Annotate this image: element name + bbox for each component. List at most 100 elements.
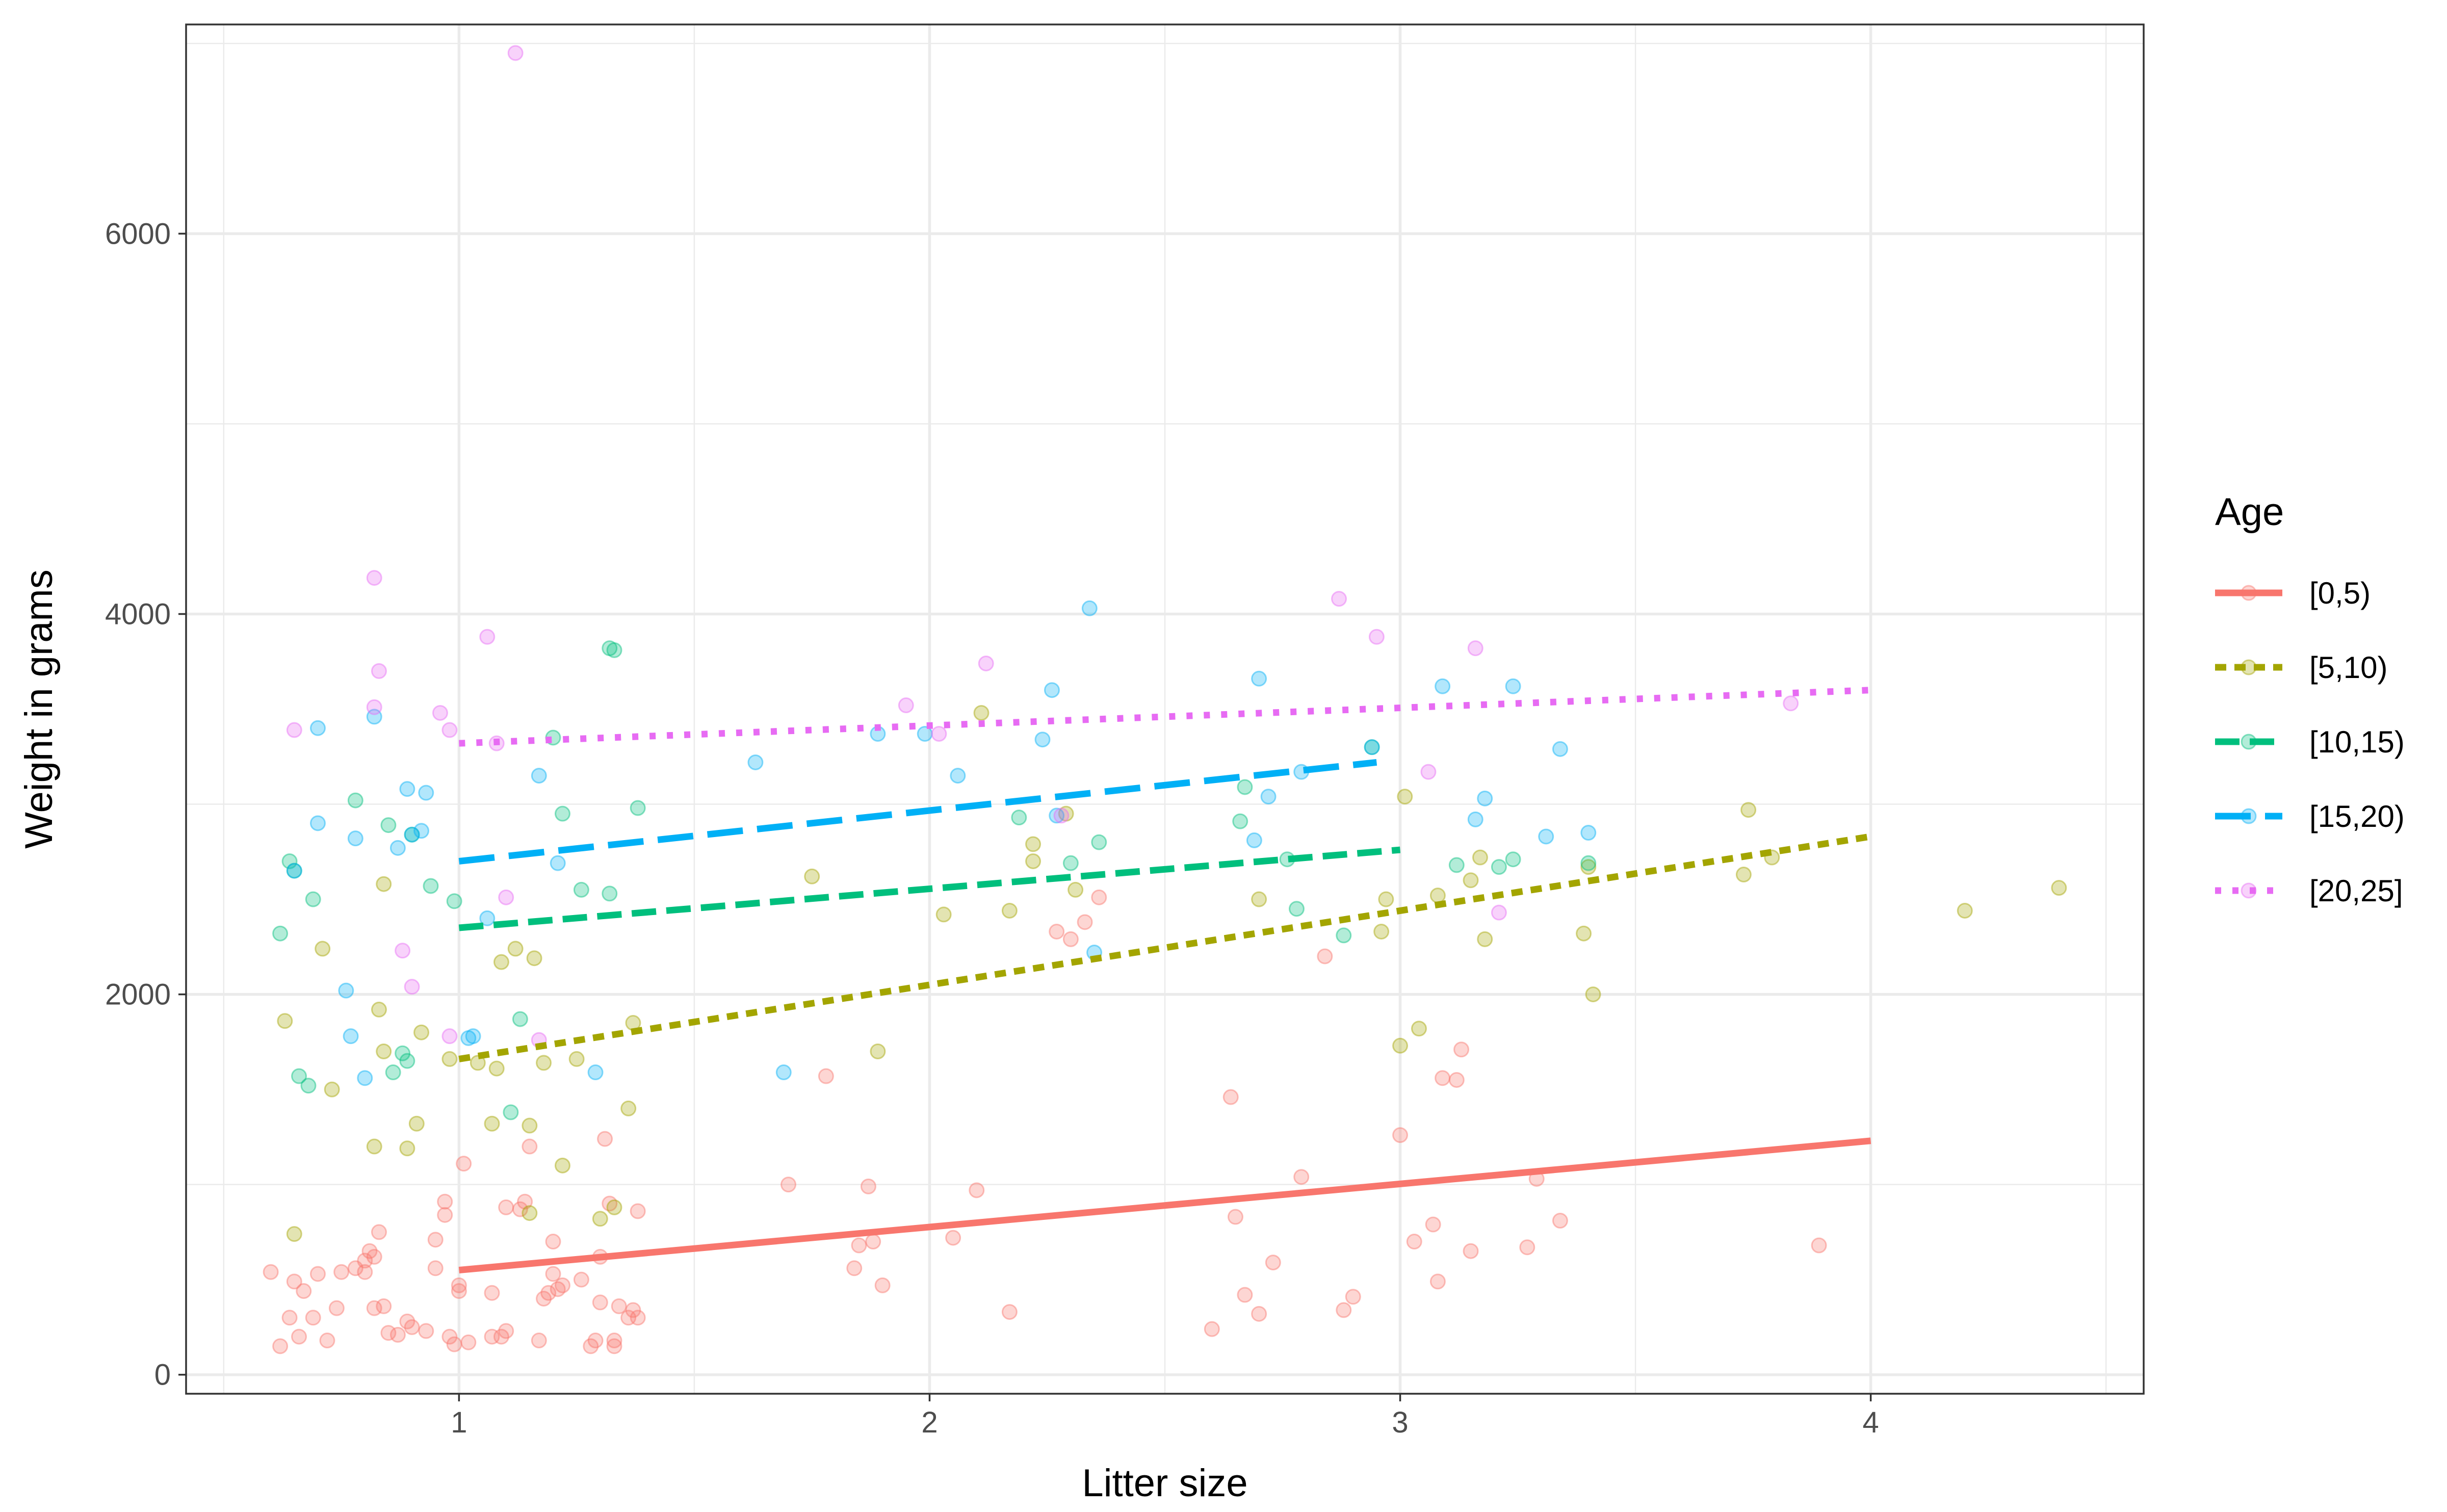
legend: Age [0,5) [5,10) [10,15) [15,20) [20,25]	[2215, 490, 2405, 908]
data-point	[606, 1199, 622, 1215]
data-point	[366, 1248, 382, 1265]
legend-key	[2215, 734, 2282, 750]
data-point	[479, 629, 496, 645]
data-point	[1519, 1239, 1535, 1256]
data-point	[531, 768, 547, 784]
data-point	[507, 941, 524, 957]
data-point	[630, 1203, 646, 1219]
data-point	[309, 720, 326, 736]
data-point	[554, 805, 570, 822]
data-point	[550, 855, 566, 871]
data-point	[1246, 832, 1262, 848]
data-point	[973, 705, 990, 721]
x-tick-label: 3	[1392, 1406, 1408, 1439]
data-point	[484, 1285, 500, 1301]
data-point	[522, 1138, 538, 1155]
data-point	[371, 663, 387, 679]
data-point	[441, 1051, 458, 1067]
data-point	[1001, 1304, 1018, 1320]
data-point	[1448, 857, 1465, 873]
data-point	[272, 1338, 289, 1354]
data-point	[366, 709, 382, 725]
data-point	[493, 1328, 509, 1345]
data-point	[587, 1333, 604, 1349]
data-point	[1392, 1037, 1409, 1054]
data-point	[441, 1028, 458, 1045]
data-point	[1576, 925, 1592, 942]
data-point	[536, 1055, 552, 1071]
data-point	[286, 863, 302, 879]
data-point	[775, 1064, 792, 1081]
data-point	[554, 1157, 570, 1174]
data-point	[1336, 927, 1352, 944]
data-point	[286, 1273, 302, 1290]
data-point	[1025, 853, 1042, 869]
data-point	[432, 705, 448, 721]
data-point	[804, 868, 820, 884]
legend-title: Age	[2215, 490, 2284, 534]
legend-point	[2241, 585, 2257, 601]
data-point	[357, 1070, 373, 1086]
data-point	[389, 1326, 406, 1343]
data-point	[620, 1100, 637, 1116]
data-point	[1317, 948, 1333, 964]
data-point	[404, 826, 420, 843]
major-gridlines	[186, 24, 2144, 1394]
data-point	[1552, 1213, 1568, 1229]
data-point	[1378, 891, 1394, 907]
data-point	[465, 1028, 481, 1045]
data-point	[1811, 1237, 1827, 1254]
data-point	[978, 655, 994, 671]
data-point	[277, 1013, 293, 1029]
y-axis-title: Weight in grams	[17, 569, 61, 849]
data-point	[1091, 834, 1107, 850]
data-point	[606, 1333, 622, 1349]
x-tick-label: 4	[1862, 1406, 1879, 1439]
legend-label: [5,10)	[2309, 650, 2387, 685]
data-point	[272, 925, 289, 942]
data-point	[366, 1300, 382, 1316]
data-point	[1251, 670, 1267, 687]
legend-point	[2241, 882, 2257, 899]
data-point	[1204, 1321, 1220, 1337]
data-point	[1580, 855, 1597, 871]
data-point	[592, 1211, 608, 1227]
data-point	[451, 1283, 467, 1299]
data-point	[347, 830, 363, 847]
data-point	[512, 1201, 528, 1217]
data-point	[286, 722, 302, 738]
legend-point	[2241, 808, 2257, 824]
data-point	[620, 1310, 637, 1326]
data-point	[309, 1266, 326, 1282]
data-point	[338, 982, 354, 999]
data-point	[498, 889, 514, 905]
data-point	[1227, 1209, 1243, 1225]
x-axis: 1 2 3 4	[451, 1394, 1879, 1439]
data-point	[1538, 828, 1554, 845]
data-point	[1049, 923, 1065, 940]
data-point	[418, 785, 434, 801]
data-point	[286, 863, 302, 879]
data-point	[1740, 802, 1757, 818]
data-point	[470, 1055, 486, 1071]
data-point	[1001, 902, 1018, 919]
data-point	[1011, 810, 1027, 826]
data-point	[423, 878, 439, 894]
data-point	[1411, 1021, 1427, 1037]
data-point	[1491, 904, 1507, 921]
data-point	[479, 910, 496, 926]
data-point	[1397, 789, 1413, 805]
trend-line	[458, 846, 1401, 931]
data-point	[460, 1334, 477, 1350]
data-point	[1585, 986, 1601, 1003]
data-point	[568, 1051, 585, 1067]
data-point	[357, 1264, 373, 1280]
data-point	[1058, 805, 1074, 822]
data-point	[1260, 789, 1277, 805]
data-point	[1288, 901, 1305, 917]
data-point	[573, 881, 589, 898]
y-tick-label: 0	[154, 1359, 171, 1392]
data-point	[1081, 600, 1098, 616]
data-point	[399, 1313, 415, 1329]
